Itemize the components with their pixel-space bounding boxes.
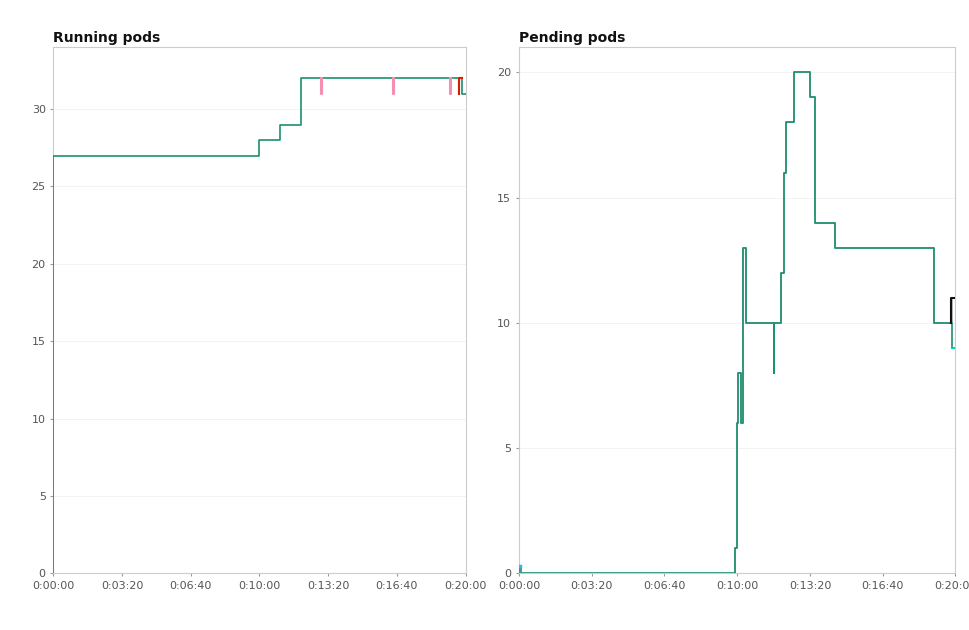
Text: Running pods: Running pods: [53, 31, 161, 45]
Text: Pending pods: Pending pods: [518, 31, 625, 45]
